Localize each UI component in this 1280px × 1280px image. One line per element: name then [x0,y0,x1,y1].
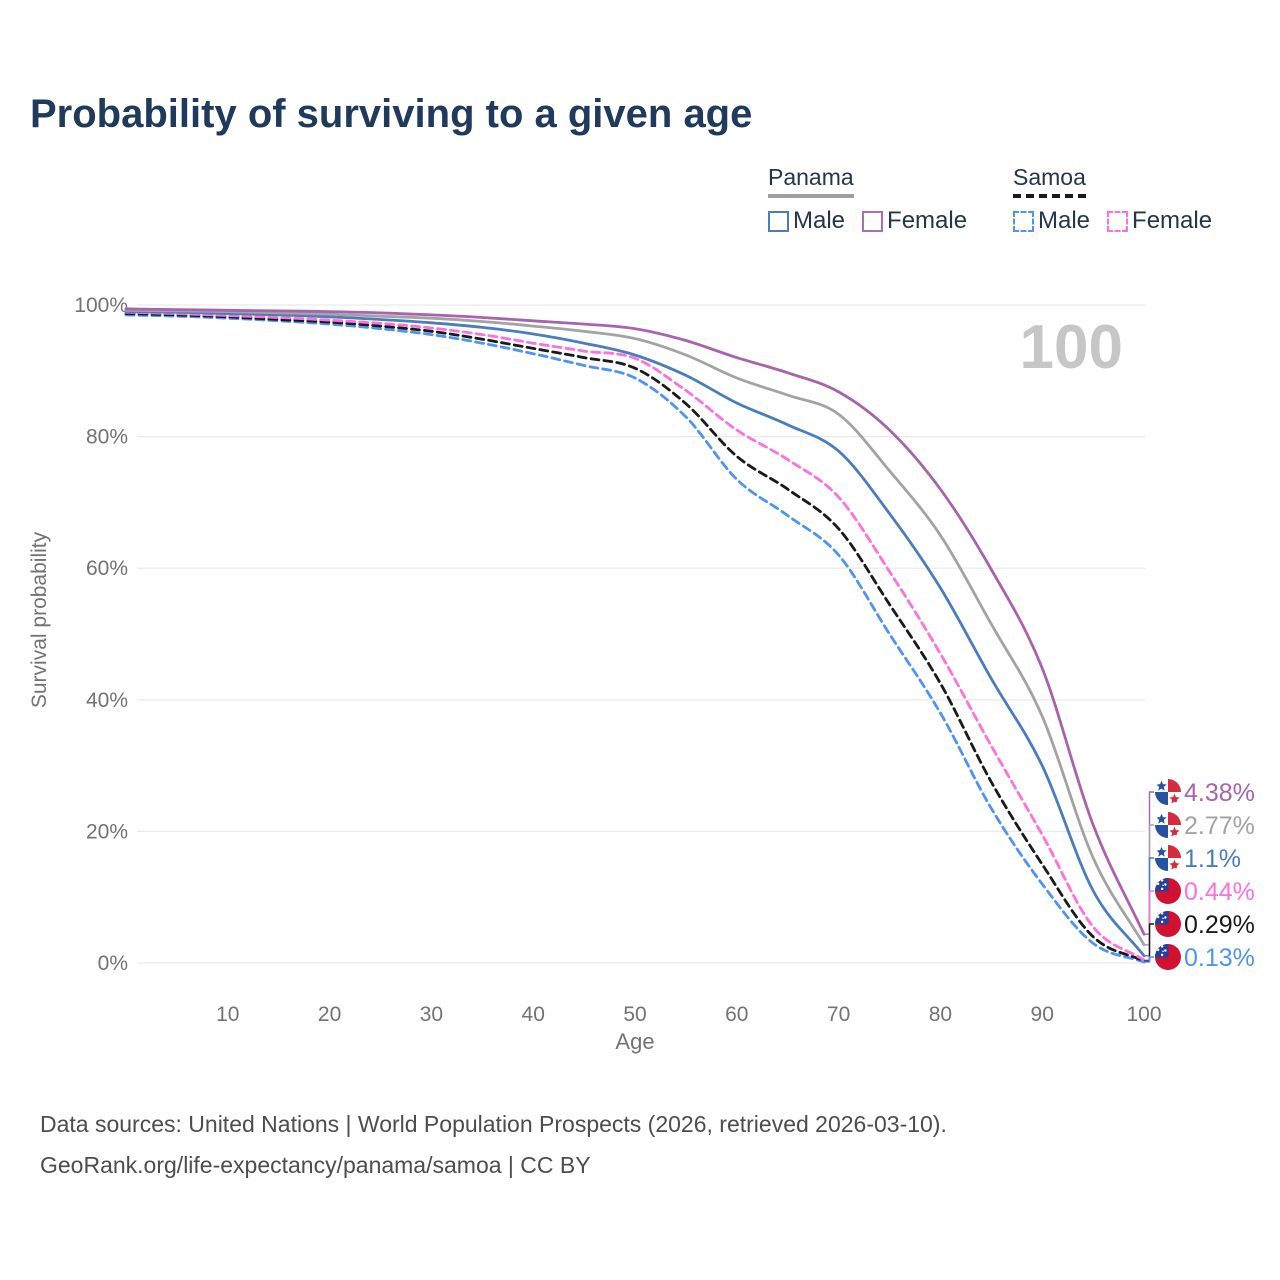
flag-panama-icon [1155,845,1181,871]
age-counter-watermark: 100 [1020,313,1123,382]
x-tick-label: 90 [1031,1003,1054,1026]
curve-samoa-male[interactable] [124,313,1146,964]
x-tick-label: 20 [318,1003,341,1026]
x-tick-label: 40 [522,1003,545,1026]
source-line-2: GeoRank.org/life-expectancy/panama/samoa… [40,1152,591,1178]
x-tick-label: 60 [725,1003,748,1026]
source-line-1: Data sources: United Nations | World Pop… [40,1111,947,1137]
y-tick-label: 20% [86,820,128,843]
legend-group-title-samoa[interactable]: Samoa [1013,164,1086,198]
x-tick-label: 50 [623,1003,646,1026]
legend-group-title-panama[interactable]: Panama [768,164,854,198]
flag-samoa-icon [1155,944,1181,970]
y-tick-label: 0% [98,952,128,975]
x-tick-label: 30 [420,1003,443,1026]
legend-group-panama: Panama Male Female [768,164,967,235]
legend-item-label: Male [1038,207,1091,234]
end-label-panama-male: 1.1% [1184,845,1241,873]
y-tick-label: 80% [86,426,128,449]
legend-swatch-samoa-male-icon [1013,210,1034,232]
legend-item-samoa-male[interactable]: Male [1013,207,1090,235]
y-tick-label: 40% [86,689,128,712]
end-label-panama-female: 4.38% [1184,779,1255,807]
y-tick-label: 100% [74,294,128,317]
legend-swatch-panama-male-icon [768,210,789,232]
end-connector-samoa-male [1144,956,1154,963]
legend-swatch-panama-female-icon [862,210,884,232]
curve-panama-total[interactable] [124,308,1146,947]
legend-items-samoa: Male Female [1013,207,1212,235]
legend-item-samoa-female[interactable]: Female [1107,207,1212,235]
legend-item-label: Male [793,207,846,234]
y-axis-title: Survival probability [28,531,51,708]
flag-samoa-icon [1155,878,1181,904]
legend-item-label: Female [887,207,968,234]
x-tick-label: 70 [827,1003,850,1026]
legend-group-samoa: Samoa Male Female [1013,164,1212,235]
curve-samoa-total[interactable] [124,312,1146,963]
curve-panama-male[interactable] [124,310,1146,958]
legend-item-label: Female [1132,207,1213,234]
x-tick-label: 10 [216,1003,239,1026]
curve-panama-female[interactable] [124,307,1146,936]
y-tick-label: 60% [86,557,128,580]
data-source-note: Data sources: United Nations | World Pop… [40,1104,947,1186]
page-title: Probability of surviving to a given age [30,92,753,136]
end-label-samoa-female: 0.44% [1184,878,1255,906]
end-label-samoa-total: 0.29% [1184,911,1255,939]
end-label-panama-total: 2.77% [1184,812,1255,840]
x-tick-label: 100 [1126,1003,1161,1026]
flag-samoa-icon [1155,911,1181,937]
legend-swatch-samoa-female-icon [1107,210,1129,232]
curve-samoa-female[interactable] [124,310,1146,962]
legend-item-panama-female[interactable]: Female [862,207,967,235]
end-connector-samoa-total [1144,923,1154,962]
legend-items-panama: Male Female [768,207,967,235]
legend-item-panama-male[interactable]: Male [768,207,845,235]
x-axis-title: Age [615,1029,654,1054]
flag-panama-icon [1155,779,1181,805]
x-tick-label: 80 [929,1003,952,1026]
end-label-samoa-male: 0.13% [1184,944,1255,972]
flag-panama-icon [1155,812,1181,838]
